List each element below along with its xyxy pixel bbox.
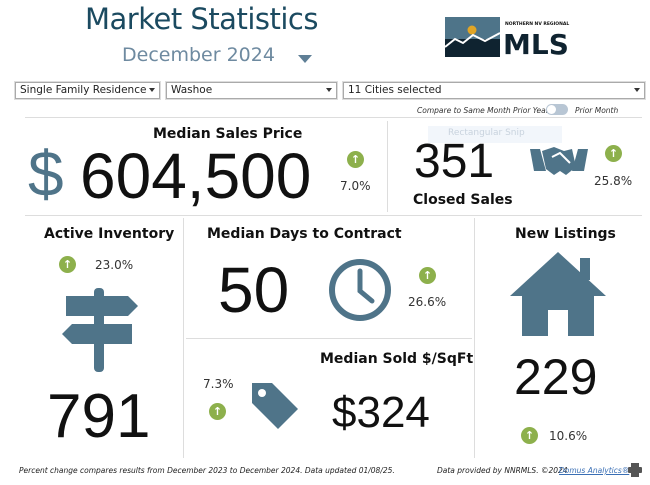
- days-pct: 26.6%: [408, 295, 447, 309]
- arrow-up-icon: ↑: [209, 403, 226, 420]
- svg-text:MLS: MLS: [503, 28, 569, 57]
- inventory-value: 791: [47, 382, 151, 451]
- domus-link[interactable]: Domus Analytics®: [559, 466, 630, 475]
- divider: [474, 218, 475, 458]
- signpost-icon: [60, 288, 140, 376]
- sqft-label: Median Sold $/SqFt: [320, 351, 474, 367]
- arrow-up-icon: ↑: [347, 151, 364, 168]
- inventory-pct: 23.0%: [95, 258, 134, 272]
- dollar-icon: $: [28, 138, 64, 210]
- arrow-up-icon: ↑: [605, 145, 622, 162]
- days-label: Median Days to Contract: [207, 226, 402, 242]
- listings-pct: 10.6%: [549, 429, 588, 443]
- clock-icon: [327, 257, 393, 327]
- listings-label: New Listings: [515, 226, 616, 242]
- arrow-up-icon: ↑: [59, 256, 76, 273]
- month-selector[interactable]: December 2024: [122, 44, 275, 66]
- prior-month-label: Prior Month: [575, 106, 619, 115]
- footer-note: Percent change compares results from Dec…: [19, 466, 395, 475]
- property-type-select[interactable]: Single Family Residence: [15, 82, 160, 99]
- compare-prior-year-label: Compare to Same Month Prior Year: [417, 106, 549, 115]
- inventory-label: Active Inventory: [44, 226, 175, 242]
- chevron-down-icon[interactable]: [298, 55, 312, 63]
- median-price-label: Median Sales Price: [153, 126, 303, 142]
- sqft-pct: 7.3%: [203, 377, 234, 391]
- arrow-up-icon: ↑: [521, 427, 538, 444]
- page-title: Market Statistics: [85, 2, 318, 36]
- days-value: 50: [218, 254, 290, 326]
- median-price-pct: 7.0%: [340, 179, 371, 193]
- chevron-down-icon: [634, 88, 640, 92]
- data-provided: Data provided by NNRMLS. ©2024: [437, 466, 568, 475]
- compare-toggle[interactable]: [546, 104, 568, 115]
- property-type-value: Single Family Residence: [20, 84, 147, 96]
- cities-value: 11 Cities selected: [348, 84, 442, 96]
- sqft-value: $324: [332, 388, 430, 437]
- county-select[interactable]: Washoe: [166, 82, 337, 99]
- handshake-icon: [528, 143, 590, 181]
- divider: [186, 338, 472, 339]
- closed-sales-pct: 25.8%: [594, 174, 633, 188]
- house-icon: [508, 250, 608, 342]
- divider: [183, 218, 184, 458]
- listings-value: 229: [514, 349, 598, 405]
- closed-sales-value: 351: [414, 135, 495, 188]
- divider: [387, 121, 388, 212]
- cities-select[interactable]: 11 Cities selected: [343, 82, 645, 99]
- price-tag-icon: [248, 379, 300, 435]
- median-price-value: 604,500: [80, 140, 312, 212]
- snip-overlay: Rectangular Snip: [428, 126, 562, 143]
- chevron-down-icon: [149, 88, 155, 92]
- arrow-up-icon: ↑: [419, 267, 436, 284]
- county-value: Washoe: [171, 84, 213, 96]
- divider: [25, 117, 642, 118]
- closed-sales-label: Closed Sales: [413, 192, 513, 208]
- chevron-down-icon: [326, 88, 332, 92]
- print-icon[interactable]: [628, 462, 642, 481]
- svg-text:NORTHERN NV REGIONAL: NORTHERN NV REGIONAL: [505, 21, 569, 27]
- mls-logo: NORTHERN NV REGIONAL MLS: [444, 17, 585, 61]
- divider: [25, 215, 642, 216]
